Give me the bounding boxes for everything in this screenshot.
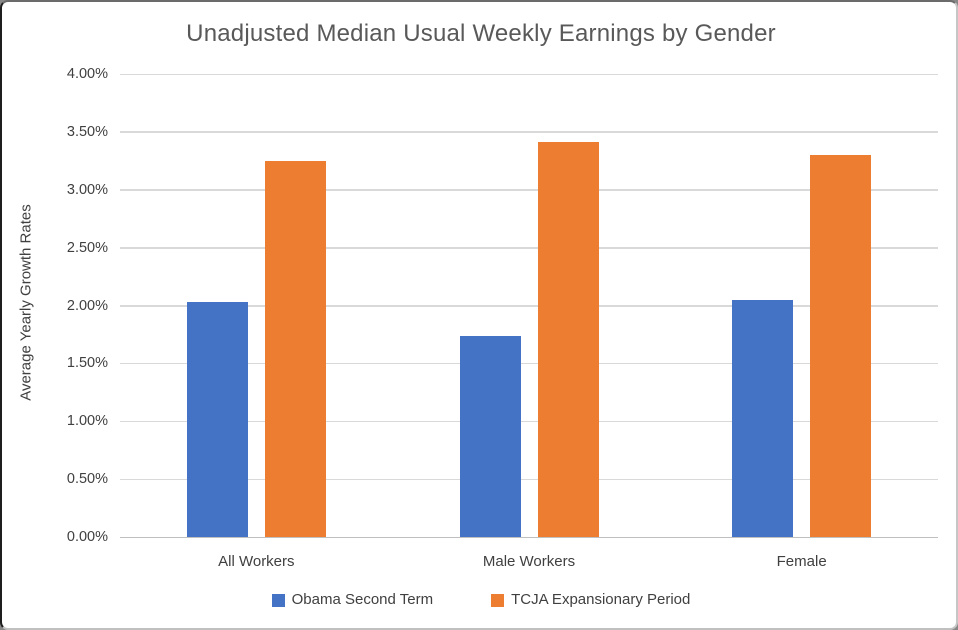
legend-item: TCJA Expansionary Period — [491, 591, 690, 609]
gridline — [120, 189, 938, 191]
y-tick-label: 2.00% — [66, 297, 108, 314]
legend-swatch-icon — [271, 593, 285, 607]
bar-obama-second-term-male-workers — [459, 335, 521, 537]
y-tick-label: 3.00% — [66, 181, 108, 198]
bar-tcja-expansionary-period-female — [810, 155, 872, 537]
bar-tcja-expansionary-period-all-workers — [264, 160, 326, 537]
y-tick-label: 4.00% — [66, 66, 108, 82]
bar-obama-second-term-all-workers — [186, 302, 248, 537]
bar-obama-second-term-female — [732, 299, 794, 537]
y-tick-label: 0.00% — [66, 529, 108, 545]
x-axis-line — [120, 536, 938, 538]
gridline — [120, 305, 938, 307]
bar-tcja-expansionary-period-male-workers — [537, 142, 599, 537]
y-axis-title: Average Yearly Growth Rates — [17, 204, 35, 401]
plot-area — [120, 73, 938, 538]
y-tick-label: 2.50% — [66, 239, 108, 256]
legend: Obama Second Term TCJA Expansionary Perio… — [2, 591, 956, 609]
legend-swatch-icon — [491, 593, 505, 607]
y-tick-label: 1.00% — [66, 413, 108, 430]
x-tick-label: Female — [776, 553, 827, 570]
legend-label: TCJA Expansionary Period — [511, 591, 691, 608]
gridline — [120, 73, 938, 75]
gridline — [120, 247, 938, 249]
legend-item: Obama Second Term — [271, 591, 434, 609]
gridline — [120, 420, 938, 423]
x-tick-label: Male Workers — [482, 553, 576, 570]
y-tick-label: 1.50% — [66, 355, 108, 372]
legend-label: Obama Second Term — [291, 591, 434, 608]
chart-title: Unadjusted Median Usual Weekly Earnings … — [186, 20, 776, 47]
y-tick-label: 0.50% — [66, 471, 108, 488]
gridline — [120, 478, 938, 481]
gridline — [120, 131, 938, 133]
gridline — [120, 362, 938, 365]
y-tick-label: 3.50% — [66, 123, 108, 140]
x-tick-label: All Workers — [218, 553, 295, 570]
